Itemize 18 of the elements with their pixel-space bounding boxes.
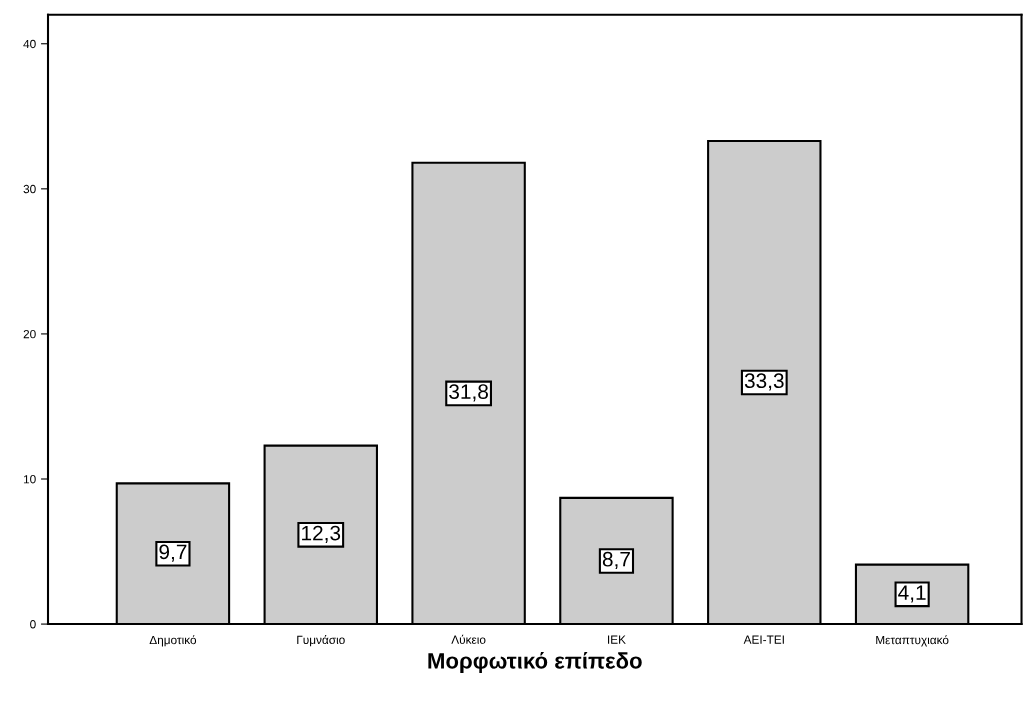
x-tick-label: ΑΕΙ-ΤΕΙ bbox=[743, 635, 784, 644]
x-axis-title: Μορφωτικό επίπεδο bbox=[428, 652, 642, 674]
data-label: 33,3 bbox=[744, 373, 784, 391]
x-tick-label: Λύκειο bbox=[451, 634, 486, 644]
data-label: 9,7 bbox=[159, 544, 187, 562]
x-tick-label: Μεταπτυχιακό bbox=[876, 635, 949, 647]
x-tick-label: Γυμνάσιο bbox=[297, 635, 345, 647]
y-tick-label: 0 bbox=[30, 620, 36, 629]
x-tick-label: ΙΕΚ bbox=[608, 635, 626, 644]
x-tick-label: Δημοτικό bbox=[149, 635, 197, 647]
y-tick-label: 40 bbox=[23, 39, 36, 49]
y-tick-label: 10 bbox=[23, 475, 36, 484]
y-tick-label: 30 bbox=[23, 184, 36, 194]
data-label: 4,1 bbox=[898, 585, 926, 603]
data-label: 12,3 bbox=[302, 525, 341, 543]
data-label: 8,7 bbox=[602, 551, 630, 570]
y-tick-label: 20 bbox=[23, 329, 36, 339]
data-label: 31,8 bbox=[449, 384, 488, 402]
